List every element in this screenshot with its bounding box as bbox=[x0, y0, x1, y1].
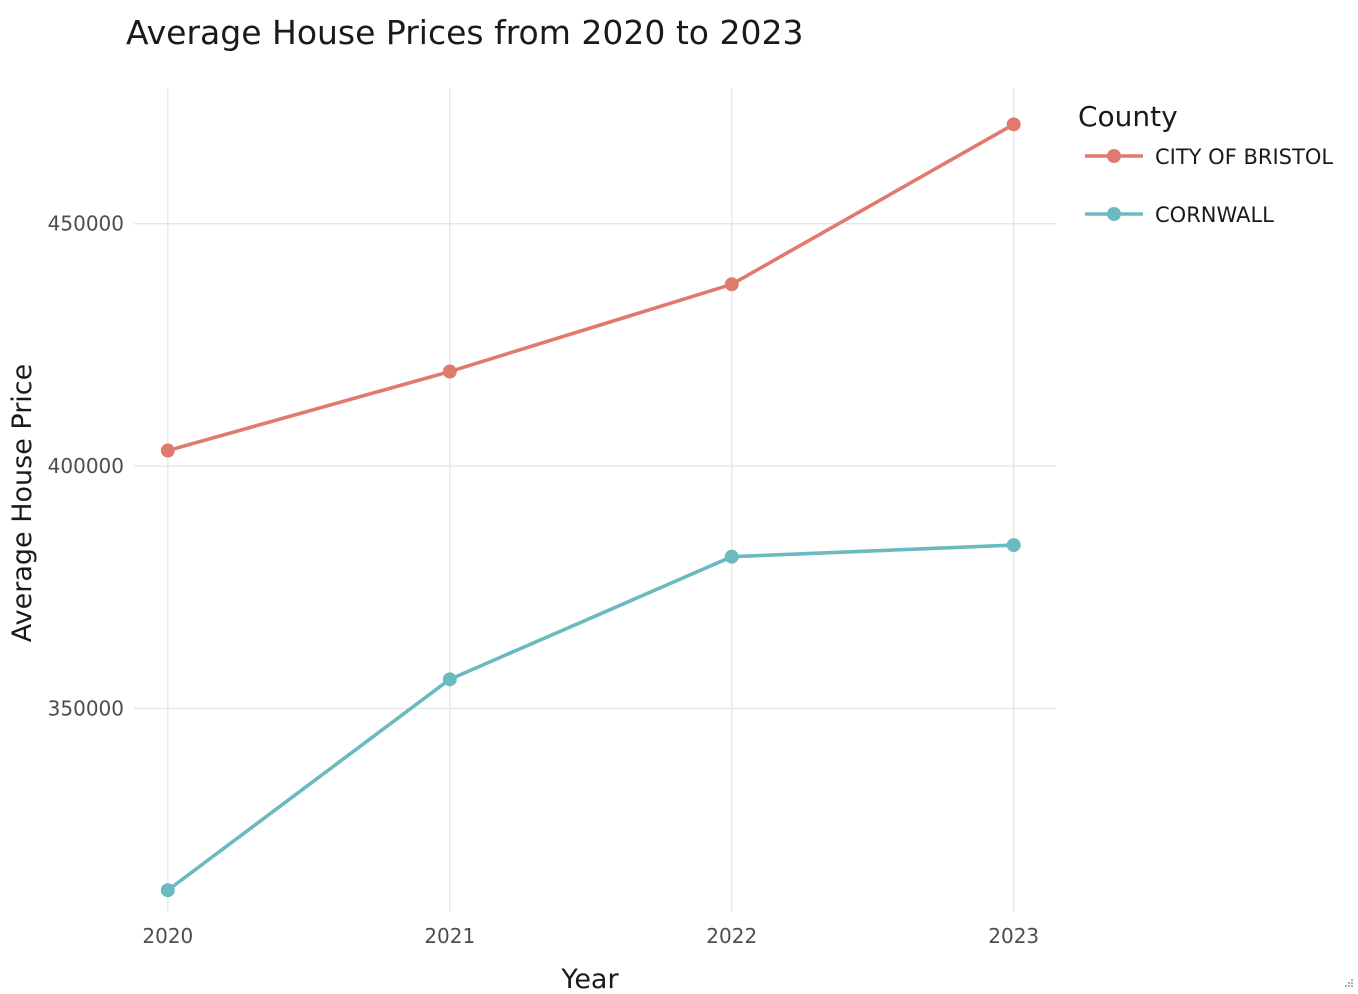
legend-label: CITY OF BRISTOL bbox=[1155, 145, 1333, 169]
y-axis-title: Average House Price bbox=[7, 364, 38, 643]
x-axis-title: Year bbox=[560, 964, 619, 994]
x-tick-label: 2020 bbox=[142, 924, 193, 948]
data-point bbox=[442, 672, 457, 687]
resize-grip-icon[interactable] bbox=[1340, 976, 1354, 990]
x-tick-label: 2023 bbox=[988, 924, 1039, 948]
series-layer bbox=[160, 117, 1021, 898]
x-axis: 2020 2021 2022 2023 bbox=[142, 924, 1039, 948]
series-line bbox=[167, 122, 1015, 453]
legend: County CITY OF BRISTOL CORNWALL bbox=[1078, 100, 1333, 227]
series-cornwall bbox=[160, 538, 1021, 898]
legend-item: CORNWALL bbox=[1085, 203, 1274, 227]
legend-point-key bbox=[1107, 149, 1121, 163]
legend-label: CORNWALL bbox=[1155, 203, 1274, 227]
series-city-of-bristol bbox=[160, 117, 1021, 458]
data-point bbox=[160, 443, 175, 458]
series-line bbox=[166, 543, 1014, 892]
chart-title: Average House Prices from 2020 to 2023 bbox=[126, 13, 803, 52]
x-tick-label: 2021 bbox=[424, 924, 475, 948]
y-tick-label: 450000 bbox=[48, 212, 124, 236]
data-point bbox=[160, 883, 175, 898]
data-point bbox=[1006, 117, 1021, 132]
y-axis: 350000 400000 450000 bbox=[48, 212, 124, 721]
grid-lines bbox=[134, 88, 1056, 912]
y-tick-label: 350000 bbox=[48, 696, 124, 720]
legend-item: CITY OF BRISTOL bbox=[1085, 145, 1333, 169]
data-point bbox=[1006, 538, 1021, 553]
x-tick-label: 2022 bbox=[706, 924, 757, 948]
data-point bbox=[442, 364, 457, 379]
legend-point-key bbox=[1107, 207, 1121, 221]
legend-title: County bbox=[1078, 100, 1178, 133]
data-point bbox=[724, 277, 739, 292]
y-tick-label: 400000 bbox=[48, 454, 124, 478]
data-point bbox=[724, 549, 739, 564]
